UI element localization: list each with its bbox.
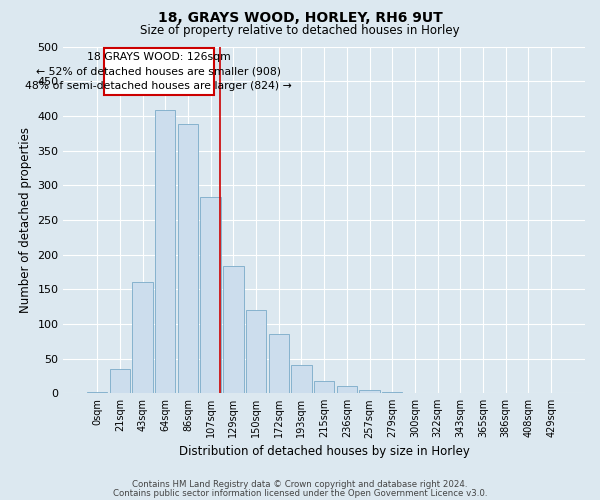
Bar bbox=[155, 110, 175, 393]
Bar bbox=[518, 392, 539, 393]
Bar bbox=[110, 369, 130, 393]
FancyBboxPatch shape bbox=[104, 48, 214, 95]
Y-axis label: Number of detached properties: Number of detached properties bbox=[19, 127, 32, 313]
Bar bbox=[246, 310, 266, 393]
Text: Size of property relative to detached houses in Horley: Size of property relative to detached ho… bbox=[140, 24, 460, 37]
Text: Contains HM Land Registry data © Crown copyright and database right 2024.: Contains HM Land Registry data © Crown c… bbox=[132, 480, 468, 489]
Bar bbox=[450, 392, 470, 393]
Bar bbox=[200, 197, 221, 393]
X-axis label: Distribution of detached houses by size in Horley: Distribution of detached houses by size … bbox=[179, 444, 470, 458]
Bar bbox=[382, 392, 403, 393]
Bar bbox=[404, 392, 425, 393]
Bar bbox=[314, 382, 334, 393]
Bar bbox=[359, 390, 380, 393]
Bar bbox=[223, 266, 244, 393]
Bar bbox=[291, 366, 311, 393]
Text: 18, GRAYS WOOD, HORLEY, RH6 9UT: 18, GRAYS WOOD, HORLEY, RH6 9UT bbox=[158, 11, 442, 25]
Text: ← 52% of detached houses are smaller (908): ← 52% of detached houses are smaller (90… bbox=[36, 66, 281, 76]
Bar bbox=[337, 386, 357, 393]
Bar bbox=[269, 334, 289, 393]
Text: Contains public sector information licensed under the Open Government Licence v3: Contains public sector information licen… bbox=[113, 489, 487, 498]
Bar bbox=[133, 282, 153, 393]
Text: 48% of semi-detached houses are larger (824) →: 48% of semi-detached houses are larger (… bbox=[25, 81, 292, 91]
Bar bbox=[178, 124, 198, 393]
Bar bbox=[87, 392, 107, 393]
Text: 18 GRAYS WOOD: 126sqm: 18 GRAYS WOOD: 126sqm bbox=[87, 52, 230, 62]
